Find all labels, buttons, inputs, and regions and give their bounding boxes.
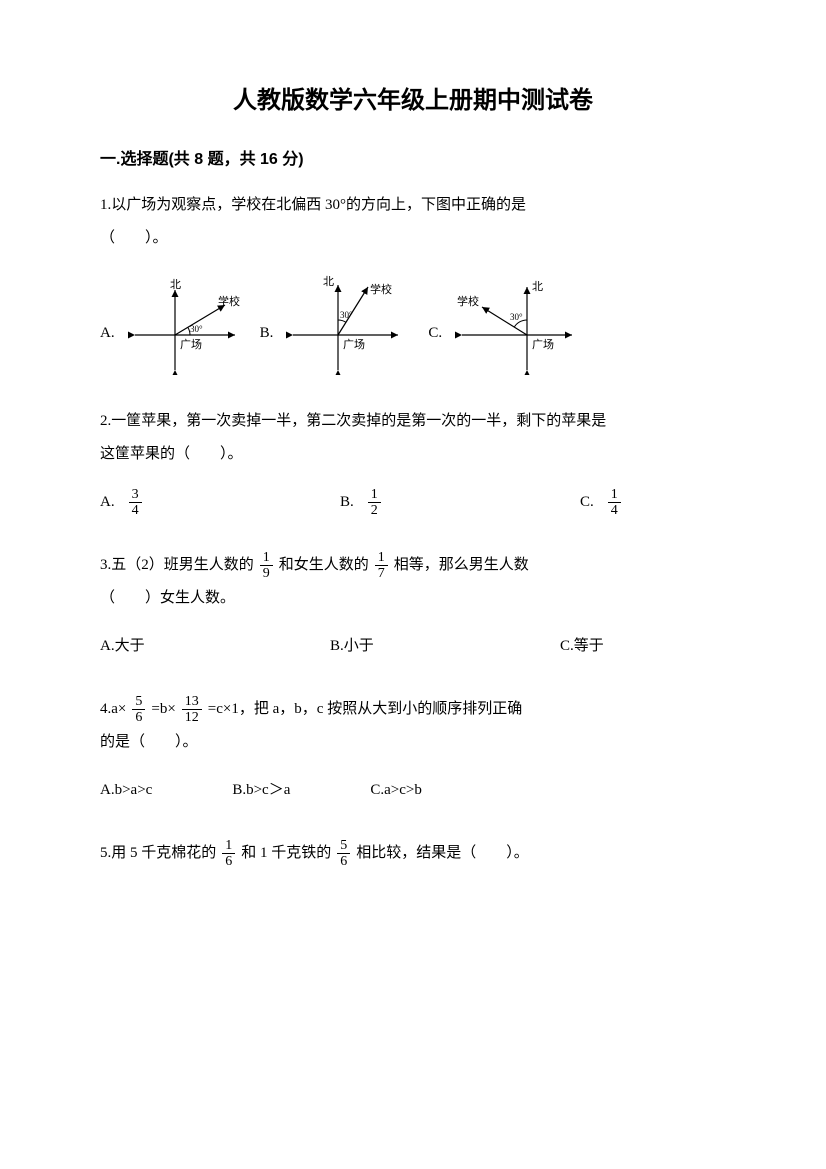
q4-part3: =c×1，把 a，b，c 按照从大到小的顺序排列正确 bbox=[208, 693, 522, 726]
q4-c-text: a>c>b bbox=[384, 774, 422, 807]
q3-b-text: 小于 bbox=[344, 630, 374, 663]
q4-part1: 4.a× bbox=[100, 693, 126, 726]
diagram-a: A. 北 学校 广场 30° bbox=[100, 275, 250, 375]
q2-text: 2.一筐苹果，第一次卖掉一半，第二次卖掉的是第一次的一半，剩下的苹果是 这筐苹果… bbox=[100, 405, 726, 471]
q1-line2: （ ）。 bbox=[100, 222, 726, 255]
q4-frac1: 5 6 bbox=[132, 694, 145, 726]
angle-label: 30° bbox=[190, 324, 203, 334]
q1-diagrams: A. 北 学校 广场 30° B. bbox=[100, 275, 726, 375]
q5-part1: 5.用 5 千克棉花的 bbox=[100, 837, 216, 870]
q3-frac1: 1 9 bbox=[260, 550, 273, 582]
north-label-b: 北 bbox=[323, 275, 334, 288]
diagram-c: C. 北 学校 广场 30° bbox=[428, 275, 587, 375]
q3-part3: 相等，那么男生人数 bbox=[394, 549, 529, 582]
q3-frac2: 1 7 bbox=[375, 550, 388, 582]
q4-a-label: A. bbox=[100, 774, 115, 807]
school-label-c: 学校 bbox=[457, 294, 479, 308]
angle-label-b: 30° bbox=[340, 310, 353, 320]
q2-line2: 这筐苹果的（ ）。 bbox=[100, 438, 726, 471]
q4-b-label: B. bbox=[232, 774, 246, 807]
q1-text: 1.以广场为观察点，学校在北偏西 30°的方向上，下图中正确的是 （ ）。 bbox=[100, 189, 726, 255]
q3-option-a: A. 大于 bbox=[100, 630, 270, 663]
page-title: 人教版数学六年级上册期中测试卷 bbox=[100, 80, 726, 115]
q2-c-label: C. bbox=[580, 486, 594, 519]
q5-part2: 和 1 千克铁的 bbox=[241, 837, 331, 870]
q2-c-fraction: 1 4 bbox=[608, 487, 621, 519]
q4-a-text: b>a>c bbox=[115, 774, 153, 807]
q5-text: 5.用 5 千克棉花的 1 6 和 1 千克铁的 5 6 相比较，结果是（ ）。 bbox=[100, 837, 726, 870]
q4-b-text: b>c＞a bbox=[246, 774, 290, 807]
q2-option-a: A. 3 4 bbox=[100, 486, 280, 519]
q4-c-label: C. bbox=[370, 774, 384, 807]
q2-b-label: B. bbox=[340, 486, 354, 519]
q2-a-label: A. bbox=[100, 486, 115, 519]
diagram-b: B. 北 学校 广场 30° bbox=[260, 275, 419, 375]
q2-option-c: C. 1 4 bbox=[580, 486, 627, 519]
q5-frac2: 5 6 bbox=[337, 838, 350, 870]
q5-frac1: 1 6 bbox=[222, 838, 235, 870]
q3-line2: （ ）女生人数。 bbox=[100, 582, 726, 615]
q4-frac2: 13 12 bbox=[182, 694, 202, 726]
question-4: 4.a× 5 6 =b× 13 12 =c×1，把 a，b，c 按照从大到小的顺… bbox=[100, 693, 726, 807]
q2-a-fraction: 3 4 bbox=[129, 487, 142, 519]
q5-part3: 相比较，结果是（ ）。 bbox=[356, 837, 529, 870]
question-1: 1.以广场为观察点，学校在北偏西 30°的方向上，下图中正确的是 （ ）。 A.… bbox=[100, 189, 726, 375]
q3-option-c: C. 等于 bbox=[560, 630, 604, 663]
north-label: 北 bbox=[170, 278, 181, 291]
north-label-c: 北 bbox=[532, 280, 543, 293]
question-5: 5.用 5 千克棉花的 1 6 和 1 千克铁的 5 6 相比较，结果是（ ）。 bbox=[100, 837, 726, 870]
q3-option-b: B. 小于 bbox=[330, 630, 500, 663]
angle-label-c: 30° bbox=[510, 312, 523, 322]
square-label-c: 广场 bbox=[532, 337, 554, 351]
q3-c-label: C. bbox=[560, 630, 574, 663]
q4-options: A. b>a>c B. b>c＞a C. a>c>b bbox=[100, 774, 726, 807]
diagram-b-label: B. bbox=[260, 317, 274, 375]
diagram-a-svg: 北 学校 广场 30° bbox=[120, 275, 250, 375]
diagram-c-label: C. bbox=[428, 317, 442, 375]
section-header: 一.选择题(共 8 题，共 16 分) bbox=[100, 145, 726, 169]
q4-option-a: A. b>a>c bbox=[100, 774, 152, 807]
q2-option-b: B. 1 2 bbox=[340, 486, 520, 519]
question-3: 3.五（2）班男生人数的 1 9 和女生人数的 1 7 相等，那么男生人数 （ … bbox=[100, 549, 726, 663]
q3-text: 3.五（2）班男生人数的 1 9 和女生人数的 1 7 相等，那么男生人数 （ … bbox=[100, 549, 726, 615]
q3-a-text: 大于 bbox=[115, 630, 145, 663]
q3-options: A. 大于 B. 小于 C. 等于 bbox=[100, 630, 726, 663]
q2-options: A. 3 4 B. 1 2 C. 1 4 bbox=[100, 486, 726, 519]
q3-a-label: A. bbox=[100, 630, 115, 663]
question-2: 2.一筐苹果，第一次卖掉一半，第二次卖掉的是第一次的一半，剩下的苹果是 这筐苹果… bbox=[100, 405, 726, 519]
school-label: 学校 bbox=[218, 294, 240, 308]
diagram-c-svg: 北 学校 广场 30° bbox=[447, 275, 587, 375]
q3-part2: 和女生人数的 bbox=[279, 549, 369, 582]
diagram-b-svg: 北 学校 广场 30° bbox=[278, 275, 418, 375]
q2-line1: 2.一筐苹果，第一次卖掉一半，第二次卖掉的是第一次的一半，剩下的苹果是 bbox=[100, 405, 726, 438]
square-label-b: 广场 bbox=[343, 337, 365, 351]
square-label: 广场 bbox=[180, 337, 202, 351]
q1-line1: 1.以广场为观察点，学校在北偏西 30°的方向上，下图中正确的是 bbox=[100, 189, 726, 222]
q4-part2: =b× bbox=[151, 693, 175, 726]
q4-option-b: B. b>c＞a bbox=[232, 774, 290, 807]
q4-line2: 的是（ ）。 bbox=[100, 726, 726, 759]
q3-part1: 3.五（2）班男生人数的 bbox=[100, 549, 254, 582]
diagram-a-label: A. bbox=[100, 317, 115, 375]
school-label-b: 学校 bbox=[370, 282, 392, 296]
q3-c-text: 等于 bbox=[574, 630, 604, 663]
q4-text: 4.a× 5 6 =b× 13 12 =c×1，把 a，b，c 按照从大到小的顺… bbox=[100, 693, 726, 759]
q2-b-fraction: 1 2 bbox=[368, 487, 381, 519]
q4-option-c: C. a>c>b bbox=[370, 774, 422, 807]
q3-b-label: B. bbox=[330, 630, 344, 663]
